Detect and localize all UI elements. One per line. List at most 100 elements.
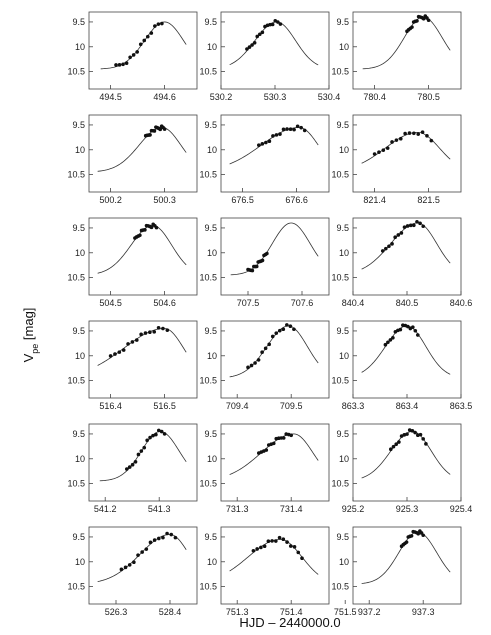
y-tick-label: 10 <box>75 351 85 361</box>
y-tick-label: 10.5 <box>331 273 349 283</box>
y-tick-label: 10 <box>75 145 85 155</box>
observed-point <box>399 434 404 438</box>
observed-point <box>302 128 307 133</box>
observed-point <box>173 535 178 540</box>
observed-point <box>274 331 279 335</box>
y-tick-label: 10.5 <box>67 582 85 592</box>
observed-point <box>381 148 386 152</box>
observed-point <box>128 55 132 60</box>
observed-point <box>158 127 163 132</box>
observed-point <box>412 223 416 228</box>
observed-point <box>398 136 403 141</box>
x-tick-label: 526.3 <box>105 607 128 617</box>
panel-frame <box>352 320 462 399</box>
observed-point <box>152 129 157 133</box>
observed-point <box>165 328 170 332</box>
y-tick-label: 10 <box>75 454 85 464</box>
observed-point <box>399 231 404 235</box>
x-tick-label: 863.3 <box>342 401 365 411</box>
observed-point <box>153 24 157 28</box>
observed-point <box>139 449 144 453</box>
x-tick-label: 937.3 <box>412 607 435 617</box>
model-curve <box>97 127 187 172</box>
observed-point <box>260 258 265 263</box>
x-tick-label: 731.3 <box>226 504 249 514</box>
y-tick-label: 10 <box>339 351 349 361</box>
model-curve <box>97 225 187 274</box>
x-tick-label: 709.5 <box>280 401 303 411</box>
observed-point <box>132 560 136 565</box>
observed-point <box>148 540 153 545</box>
observed-point <box>148 435 152 440</box>
panel-15: 9.5 10 10.5 925.2 925.3 925.4 <box>331 423 472 514</box>
y-tick-label: 10.5 <box>331 376 349 386</box>
observed-point <box>405 224 410 228</box>
model-curve <box>229 21 319 66</box>
observed-point <box>416 333 420 337</box>
observed-point <box>253 361 257 365</box>
x-tick-label: 494.5 <box>99 92 122 102</box>
y-tick-label: 9.5 <box>204 120 217 130</box>
x-tick-label: 530.3 <box>264 92 287 102</box>
model-curve <box>229 325 319 378</box>
x-tick-label: 925.3 <box>396 504 419 514</box>
observed-point <box>108 354 113 358</box>
y-tick-label: 10.5 <box>67 273 85 283</box>
x-tick-label: 676.5 <box>231 195 254 205</box>
observed-point <box>124 61 129 65</box>
x-tick-label: 707.6 <box>291 298 314 308</box>
y-tick-label: 9.5 <box>336 532 349 542</box>
observed-point <box>148 133 152 137</box>
y-tick-label: 10 <box>207 42 217 52</box>
x-tick-label: 516.4 <box>99 401 122 411</box>
y-tick-label: 10 <box>207 145 217 155</box>
x-tick-label: 821.4 <box>363 195 386 205</box>
x-tick-label: 707.5 <box>237 298 260 308</box>
model-curve <box>361 325 451 375</box>
observed-point <box>145 438 149 443</box>
observed-point <box>113 352 117 356</box>
x-tick-label: 504.6 <box>153 298 176 308</box>
observed-point <box>292 127 296 132</box>
x-tick-label: 676.6 <box>285 195 308 205</box>
y-tick-label: 9.5 <box>336 429 349 439</box>
observed-point <box>407 428 412 432</box>
observed-point <box>285 540 289 544</box>
x-tick-label: 709.4 <box>226 401 249 411</box>
panel-frame <box>220 423 330 502</box>
observed-point <box>299 125 303 130</box>
panel-frame <box>220 217 330 296</box>
observed-point <box>421 224 426 229</box>
observed-point <box>300 556 304 560</box>
panel-17: 9.5 10 10.5 751.3 751.4 751.5 <box>199 526 356 617</box>
observed-point <box>285 127 289 131</box>
observed-point <box>144 547 149 551</box>
y-tick-label: 10.5 <box>199 376 217 386</box>
panel-1: 9.5 10 10.5 494.5 494.6 <box>67 11 198 102</box>
y-tick-label: 10.5 <box>199 582 217 592</box>
observed-point <box>377 150 381 154</box>
y-tick-label: 10 <box>207 454 217 464</box>
x-tick-label: 840.6 <box>450 298 473 308</box>
observed-point <box>142 38 147 43</box>
observed-point <box>255 34 260 39</box>
observed-point <box>281 327 286 332</box>
x-tick-label: 530.4 <box>318 92 341 102</box>
observed-point <box>271 134 275 138</box>
observed-point <box>410 429 415 433</box>
panel-13: 9.5 10 10.5 541.2 541.3 <box>67 423 198 514</box>
observed-point <box>255 547 259 551</box>
observed-point <box>406 324 410 329</box>
observed-point <box>151 433 155 438</box>
observed-point <box>259 545 263 550</box>
panel-16: 9.5 10 10.5 526.3 528.4 <box>67 526 198 617</box>
y-tick-label: 10 <box>207 557 217 567</box>
observed-point <box>130 340 135 344</box>
observed-point <box>276 20 280 24</box>
y-tick-label: 10 <box>75 42 85 52</box>
x-tick-label: 500.2 <box>99 195 122 205</box>
panel-12: 9.5 10 10.5 863.3 863.4 863.5 <box>331 320 472 411</box>
y-tick-label: 10 <box>339 248 349 258</box>
observed-point <box>260 350 264 354</box>
observed-point <box>156 326 161 330</box>
